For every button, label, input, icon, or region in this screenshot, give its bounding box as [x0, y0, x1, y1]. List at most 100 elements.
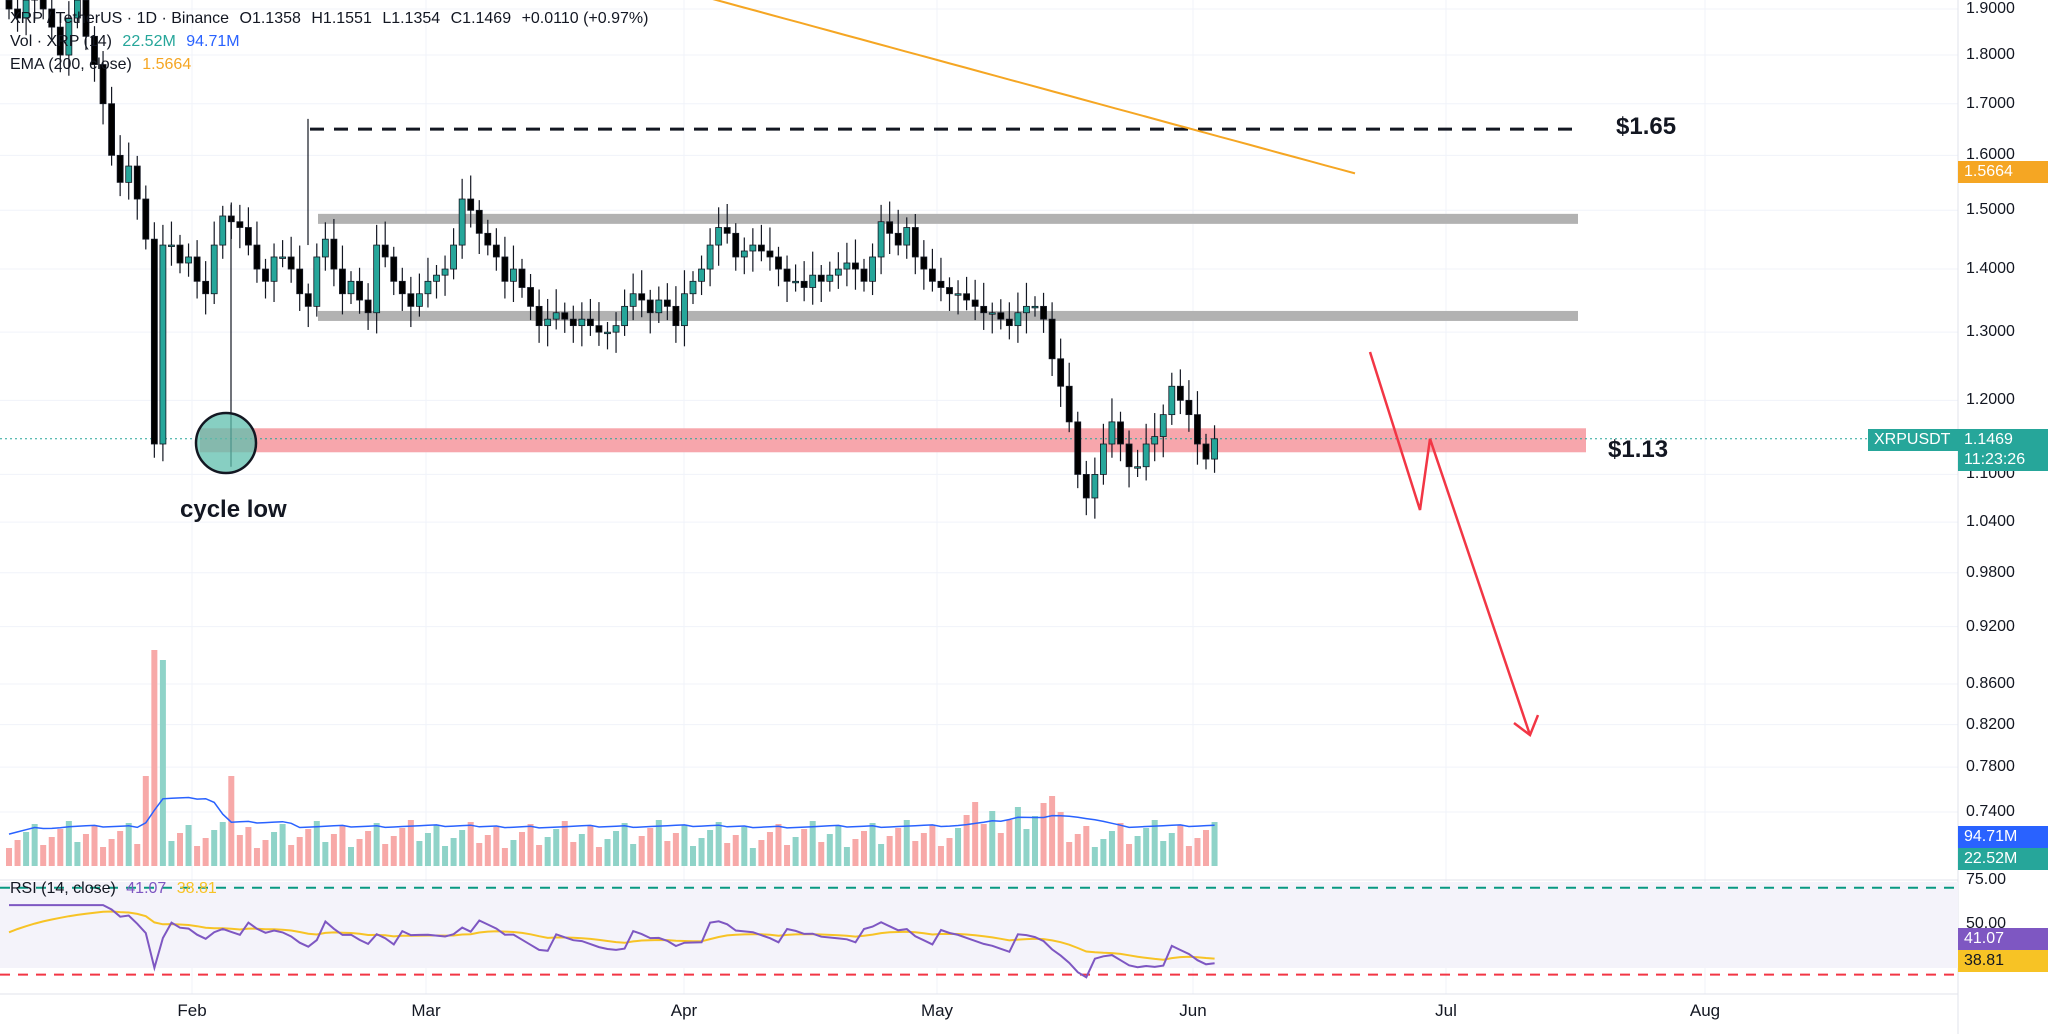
volume-bar-down — [1006, 820, 1013, 866]
volume-bar-up — [348, 847, 354, 866]
volume-bar-down — [117, 831, 124, 866]
volume-bar-up — [313, 821, 320, 866]
projection-arrow — [1368, 351, 1532, 736]
candle-up — [219, 215, 227, 246]
candle-down — [193, 256, 201, 282]
volume-bar-up — [604, 839, 611, 866]
candle-up — [1014, 312, 1022, 327]
volume-bar-down — [1040, 803, 1047, 866]
candle-up — [689, 280, 697, 295]
candle-down — [296, 268, 304, 295]
candle-down — [287, 256, 295, 270]
candle-down — [911, 227, 919, 258]
candle-down — [14, 8, 21, 19]
volume-bar-down — [570, 842, 577, 866]
price-tick-label: 0.7800 — [1966, 758, 2015, 776]
range-bottom-band — [318, 310, 1578, 321]
volume-bar-down — [330, 834, 337, 866]
last-price-badge: 1.1469 — [1958, 429, 2048, 451]
candle-up — [125, 165, 133, 183]
volume-bar-down — [886, 836, 893, 866]
volume-bar-up — [211, 830, 218, 866]
low-value: L1.1354 — [382, 10, 441, 27]
candle-up — [869, 256, 876, 282]
high-value: H1.1551 — [311, 10, 372, 27]
volume-bar-down — [91, 826, 98, 866]
volume-bar-down — [972, 802, 979, 866]
volume-bar-down — [895, 828, 902, 866]
volume-bar-down — [852, 839, 859, 866]
candle-up — [903, 227, 911, 246]
change-value: +0.0110 (+0.97%) — [521, 10, 649, 27]
candle-down — [775, 256, 782, 270]
volume-legend: Vol · XRP (14) 22.52M 94.71M — [10, 33, 246, 51]
volume-bar-up — [1134, 836, 1141, 866]
volume-bar-down — [151, 650, 158, 866]
candle-up — [809, 274, 817, 288]
price-tick-label: 1.8000 — [1966, 46, 2015, 64]
volume-bars — [6, 650, 1218, 866]
candle-up — [424, 280, 432, 295]
candle-down — [569, 318, 577, 327]
month-tick-label: Feb — [177, 1001, 207, 1020]
candle-down — [236, 221, 244, 228]
candle-down — [1082, 474, 1090, 499]
candle-down — [1125, 443, 1133, 468]
volume-bar-down — [766, 832, 773, 866]
candle-up — [347, 280, 355, 295]
candle-down — [262, 268, 269, 282]
candle-down — [133, 165, 141, 200]
volume-bar-down — [672, 833, 679, 866]
volume-bar-up — [433, 825, 440, 866]
candle-down — [1185, 399, 1193, 416]
volume-bar-down — [262, 840, 269, 866]
candle-up — [552, 312, 560, 320]
candle-up — [1134, 466, 1141, 469]
month-tick-label: Aug — [1689, 1001, 1721, 1020]
volume-bar-down — [963, 815, 970, 866]
volume-bar-down — [818, 842, 825, 866]
candle-down — [672, 305, 680, 327]
candle-up — [270, 256, 278, 282]
volume-bar-up — [544, 837, 551, 866]
volume-bar-up — [1091, 847, 1098, 866]
ema-legend: EMA (200, close) 1.5664 — [10, 56, 197, 74]
candle-down — [971, 299, 979, 307]
candle-up — [415, 293, 423, 307]
candle-up — [578, 318, 586, 327]
volume-bar-up — [903, 820, 910, 866]
candle-up — [1168, 385, 1176, 416]
candle-up — [604, 331, 611, 335]
candle-down — [852, 262, 859, 270]
candle-down — [980, 305, 988, 314]
volume-bar-down — [1177, 825, 1184, 866]
candle-down — [1005, 318, 1013, 327]
volume-bar-down — [390, 836, 397, 866]
candle-up — [706, 244, 714, 270]
volume-bar-up — [1151, 820, 1158, 866]
candle-up — [1091, 474, 1099, 499]
candle-up — [629, 293, 637, 307]
volume-bar-down — [14, 840, 21, 866]
price-tick-label: 1.5000 — [1966, 201, 2015, 219]
candle-down — [800, 280, 808, 288]
volume-bar-down — [1203, 830, 1209, 866]
month-tick-label: Mar — [411, 1001, 441, 1020]
volume-bar-up — [74, 842, 81, 866]
volume-bar-down — [228, 776, 235, 866]
rsi-ma-badge: 38.81 — [1958, 950, 2048, 972]
rsi-mid-label: 50.00 — [1966, 915, 2007, 932]
candle-down — [108, 103, 115, 156]
volume-bar-up — [271, 832, 278, 866]
candle-down — [595, 325, 603, 333]
ema-200-line — [712, 0, 1356, 175]
rsi-upper-label: 75.00 — [1966, 871, 2007, 888]
volume-bar-down — [142, 776, 149, 866]
candle-down — [39, 0, 47, 10]
candle-up — [612, 325, 620, 333]
volume-bar-up — [553, 829, 560, 866]
candle-down — [91, 35, 98, 65]
candle-down — [244, 227, 252, 246]
symbol-title: XRP / TetherUS · 1D · Binance — [10, 10, 230, 27]
